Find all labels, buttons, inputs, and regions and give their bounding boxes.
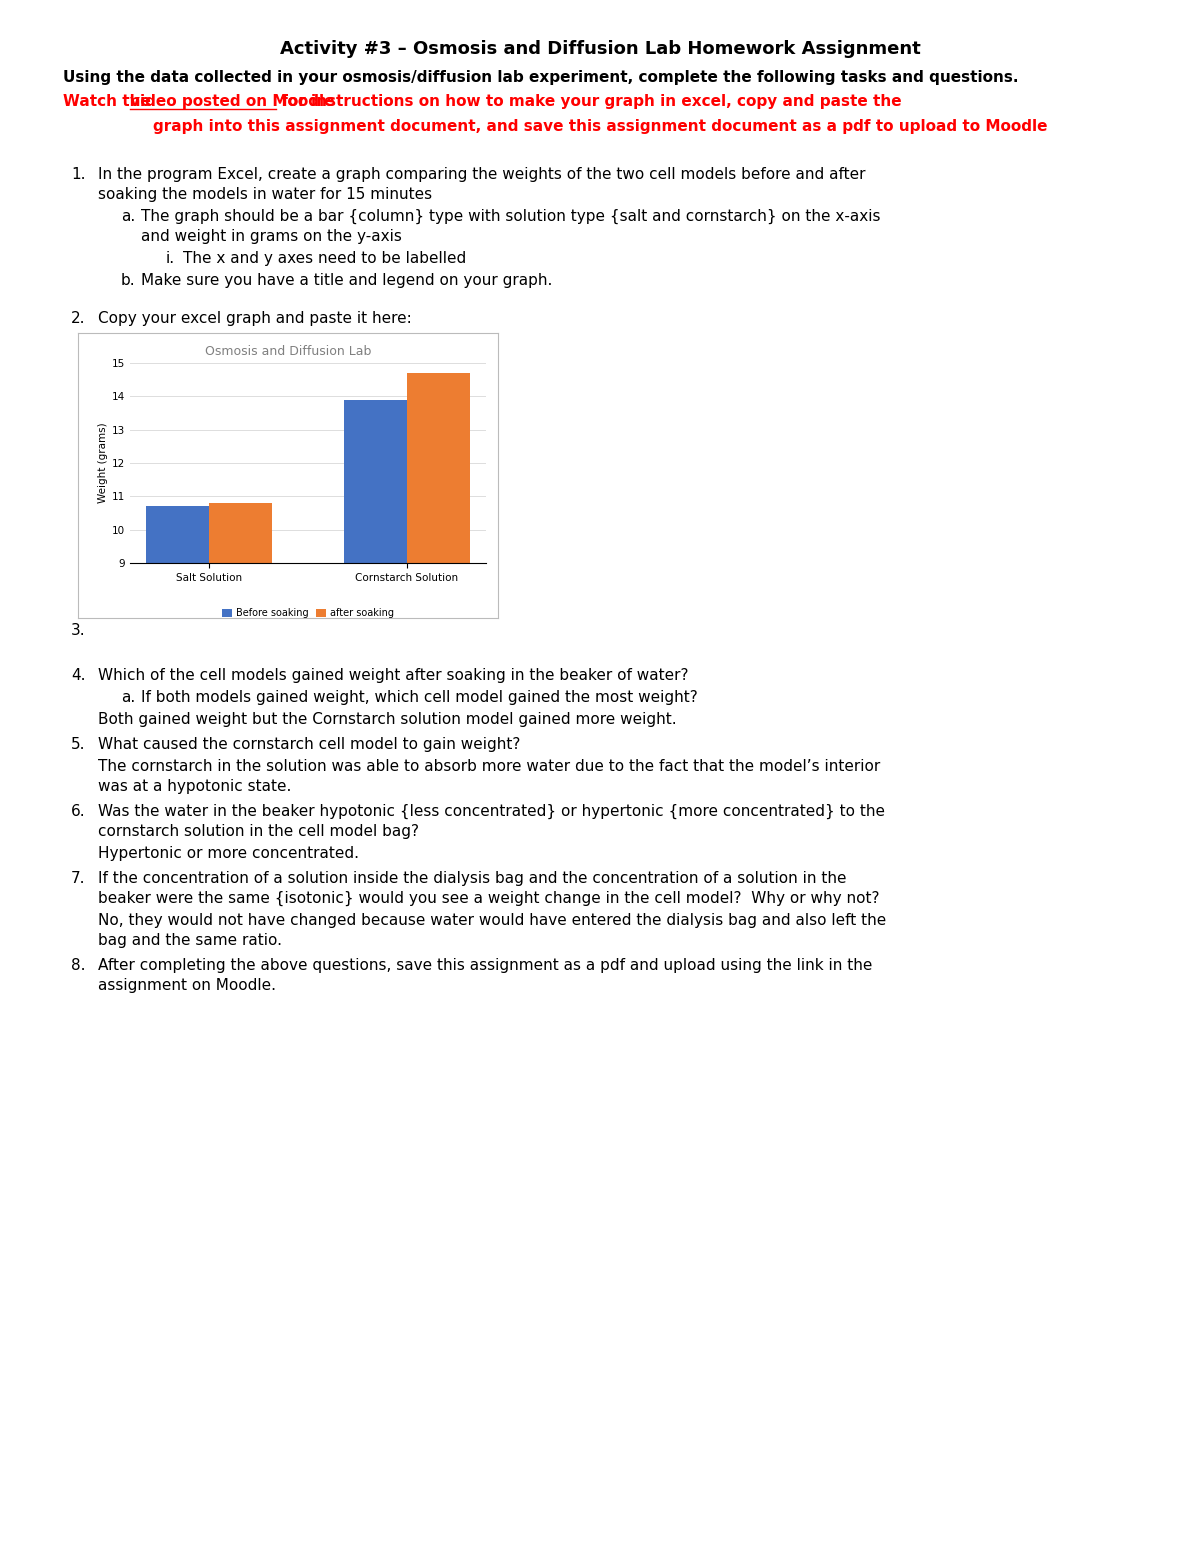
Text: In the program Excel, create a graph comparing the weights of the two cell model: In the program Excel, create a graph com…	[98, 168, 865, 182]
Text: Both gained weight but the Cornstarch solution model gained more weight.: Both gained weight but the Cornstarch so…	[98, 711, 677, 727]
Legend: Before soaking, after soaking: Before soaking, after soaking	[218, 604, 397, 623]
Text: No, they would not have changed because water would have entered the dialysis ba: No, they would not have changed because …	[98, 913, 887, 929]
Text: 2.: 2.	[71, 311, 85, 326]
Text: The graph should be a bar {column} type with solution type {salt and cornstarch}: The graph should be a bar {column} type …	[142, 210, 881, 224]
Text: Osmosis and Diffusion Lab: Osmosis and Diffusion Lab	[205, 345, 371, 359]
Text: After completing the above questions, save this assignment as a pdf and upload u: After completing the above questions, sa…	[98, 958, 872, 974]
Text: The x and y axes need to be labelled: The x and y axes need to be labelled	[182, 252, 467, 266]
Text: beaker were the same {isotonic} would you see a weight change in the cell model?: beaker were the same {isotonic} would yo…	[98, 891, 880, 907]
Text: 6.: 6.	[71, 804, 85, 818]
Bar	[407, 373, 470, 863]
Text: Make sure you have a title and legend on your graph.: Make sure you have a title and legend on…	[142, 273, 552, 287]
Text: Which of the cell models gained weight after soaking in the beaker of water?: Which of the cell models gained weight a…	[98, 668, 689, 683]
Text: cornstarch solution in the cell model bag?: cornstarch solution in the cell model ba…	[98, 825, 419, 839]
Text: 5.: 5.	[71, 738, 85, 752]
Text: soaking the models in water for 15 minutes: soaking the models in water for 15 minut…	[98, 186, 432, 202]
Text: 7.: 7.	[71, 871, 85, 887]
Text: Copy your excel graph and paste it here:: Copy your excel graph and paste it here:	[98, 311, 412, 326]
Text: If both models gained weight, which cell model gained the most weight?: If both models gained weight, which cell…	[142, 690, 697, 705]
Text: Was the water in the beaker hypotonic {less concentrated} or hypertonic {more co: Was the water in the beaker hypotonic {l…	[98, 804, 886, 818]
Y-axis label: Weight (grams): Weight (grams)	[97, 422, 108, 503]
Bar	[343, 399, 407, 863]
Text: a.: a.	[121, 210, 136, 224]
Text: bag and the same ratio.: bag and the same ratio.	[98, 933, 282, 947]
Text: and weight in grams on the y-axis: and weight in grams on the y-axis	[142, 228, 402, 244]
Text: Hypertonic or more concentrated.: Hypertonic or more concentrated.	[98, 846, 359, 860]
Text: 3.: 3.	[71, 623, 85, 638]
Text: was at a hypotonic state.: was at a hypotonic state.	[98, 780, 292, 794]
Text: Activity #3 – Osmosis and Diffusion Lab Homework Assignment: Activity #3 – Osmosis and Diffusion Lab …	[280, 40, 920, 57]
Text: assignment on Moodle.: assignment on Moodle.	[98, 978, 276, 992]
Text: Using the data collected in your osmosis/diffusion lab experiment, complete the : Using the data collected in your osmosis…	[64, 70, 1019, 85]
Text: 8.: 8.	[71, 958, 85, 974]
Text: The cornstarch in the solution was able to absorb more water due to the fact tha: The cornstarch in the solution was able …	[98, 759, 881, 773]
Text: Watch the: Watch the	[64, 95, 156, 109]
Text: a.: a.	[121, 690, 136, 705]
Text: i.: i.	[166, 252, 175, 266]
Text: for instructions on how to make your graph in excel, copy and paste the: for instructions on how to make your gra…	[276, 95, 901, 109]
Text: video posted on Moodle: video posted on Moodle	[130, 95, 334, 109]
Text: 4.: 4.	[71, 668, 85, 683]
Text: If the concentration of a solution inside the dialysis bag and the concentration: If the concentration of a solution insid…	[98, 871, 846, 887]
Text: b.: b.	[121, 273, 136, 287]
Text: graph into this assignment document, and save this assignment document as a pdf : graph into this assignment document, and…	[152, 120, 1048, 134]
Bar	[146, 506, 209, 863]
Bar	[209, 503, 272, 863]
Text: What caused the cornstarch cell model to gain weight?: What caused the cornstarch cell model to…	[98, 738, 521, 752]
Text: 1.: 1.	[71, 168, 85, 182]
